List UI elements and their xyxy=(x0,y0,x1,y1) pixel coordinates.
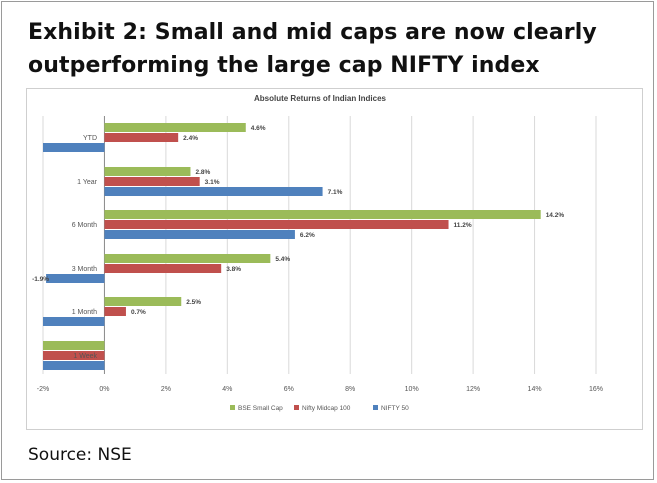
data-label: 2.8% xyxy=(195,169,210,176)
exhibit-title: Exhibit 2: Small and mid caps are now cl… xyxy=(28,16,638,82)
legend-label: NIFTY 50 xyxy=(381,405,409,412)
bar xyxy=(104,133,179,142)
category-label: 1 Month xyxy=(72,309,97,316)
bar xyxy=(43,361,105,370)
bar xyxy=(104,220,449,229)
source-note: Source: NSE xyxy=(28,445,132,465)
bar xyxy=(104,254,271,263)
data-label: 3.1% xyxy=(205,179,220,186)
legend-swatch xyxy=(294,405,299,410)
category-label: YTD xyxy=(83,135,97,142)
bar xyxy=(104,123,246,132)
chart-area xyxy=(26,88,643,430)
bar xyxy=(104,297,182,306)
bar xyxy=(104,210,541,219)
category-label: 1 Week xyxy=(73,353,97,360)
legend-swatch xyxy=(230,405,235,410)
bar xyxy=(104,177,200,186)
x-tick-label: 4% xyxy=(222,386,232,393)
data-label: 2.4% xyxy=(183,135,198,142)
legend-swatch xyxy=(373,405,378,410)
category-label: 1 Year xyxy=(77,179,98,186)
x-tick-label: 2% xyxy=(161,386,171,393)
exhibit-title-line-2: outperforming the large cap NIFTY index xyxy=(28,53,540,78)
x-tick-label: 10% xyxy=(405,386,419,393)
data-label: 6.2% xyxy=(300,232,315,239)
x-tick-label: -2% xyxy=(37,386,49,393)
bar xyxy=(46,274,105,283)
data-label: -1.9% xyxy=(32,276,49,283)
bar xyxy=(43,341,105,350)
x-tick-label: 8% xyxy=(345,386,355,393)
x-tick-label: 16% xyxy=(589,386,603,393)
data-label: 5.4% xyxy=(275,256,290,263)
x-tick-label: 0% xyxy=(99,386,109,393)
data-label: 11.2% xyxy=(454,222,472,229)
bar xyxy=(43,143,105,152)
category-label: 6 Month xyxy=(72,222,97,229)
data-label: 7.1% xyxy=(328,189,343,196)
data-label: 3.8% xyxy=(226,266,241,273)
legend-label: Nifty Midcap 100 xyxy=(302,405,351,412)
data-label: 14.2% xyxy=(546,212,565,219)
category-label: 3 Month xyxy=(72,266,97,273)
exhibit-title-line-1: Exhibit 2: Small and mid caps are now cl… xyxy=(28,20,597,45)
bar xyxy=(104,230,295,239)
x-tick-label: 6% xyxy=(284,386,294,393)
legend-label: BSE Small Cap xyxy=(238,405,283,412)
bar xyxy=(104,307,126,316)
bar xyxy=(104,187,323,196)
data-label: 2.5% xyxy=(186,299,201,306)
data-label: 4.6% xyxy=(251,125,266,132)
chart-title: Absolute Returns of Indian Indices xyxy=(254,94,387,103)
bar xyxy=(104,264,222,273)
bar xyxy=(43,317,105,326)
data-label: 0.7% xyxy=(131,309,146,316)
x-tick-label: 14% xyxy=(528,386,542,393)
bar xyxy=(43,351,105,360)
bar xyxy=(104,167,191,176)
x-tick-label: 12% xyxy=(466,386,480,393)
